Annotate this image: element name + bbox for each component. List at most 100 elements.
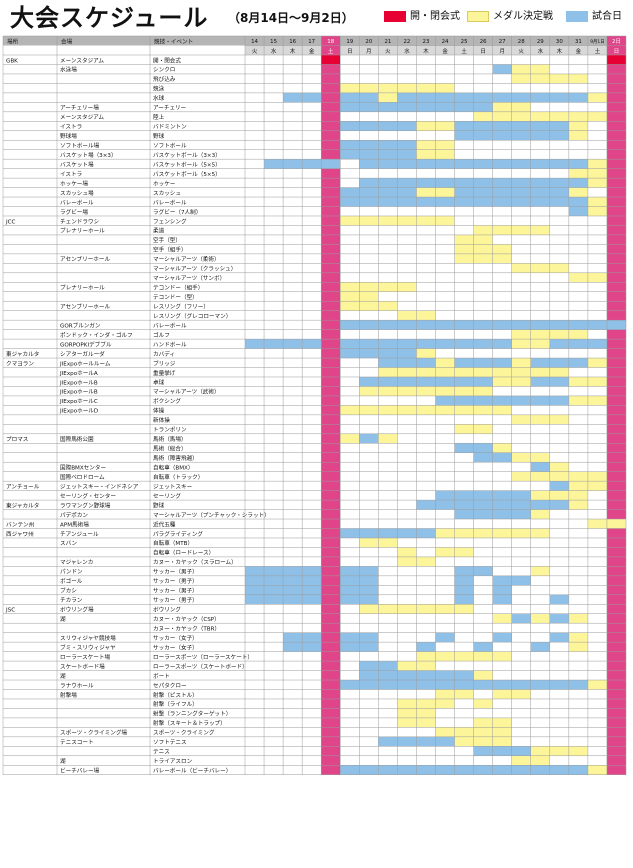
row-event-1: シンクロ	[153, 67, 175, 74]
schedule-cell-25-6	[359, 291, 379, 302]
schedule-cell-70-13	[492, 717, 512, 728]
schedule-cell-2-17	[568, 73, 588, 84]
row-event-29: ゴルフ	[153, 331, 170, 339]
schedule-cell-11-3	[302, 159, 322, 169]
row-event-40: 馬術（馬場）	[153, 435, 187, 443]
schedule-cell-13-15	[530, 178, 550, 188]
schedule-cell-68-10	[435, 698, 455, 709]
schedule-cell-37-7	[378, 405, 398, 415]
row-venue-53: マジャレンカ	[60, 559, 93, 566]
schedule-cell-27-8	[397, 310, 417, 321]
date-header-4: 18	[327, 39, 334, 45]
row-event-46: セーリング	[153, 492, 181, 500]
schedule-cell-62-15	[530, 642, 550, 652]
row-venue-28: GORブルンガン	[60, 321, 101, 329]
schedule-cell-52-8	[397, 547, 417, 557]
schedule-cell-43-16	[549, 462, 569, 472]
schedule-cell-35-9	[416, 386, 436, 396]
schedule-cell-7-6	[359, 121, 379, 131]
schedule-cell-44-17	[568, 471, 588, 482]
schedule-cell-44-18	[587, 471, 607, 482]
row-venue-66: ラナウホール	[60, 681, 94, 689]
schedule-cell-71-13	[492, 727, 512, 737]
schedule-cell-15-14	[511, 197, 531, 207]
row-venue-50: チアンジュール	[60, 531, 99, 538]
schedule-cell-29-16	[549, 329, 569, 340]
schedule-cell-31-9	[416, 348, 436, 359]
schedule-cell-40-5	[340, 433, 360, 444]
schedule-cell-66-10	[435, 680, 455, 690]
schedule-cell-57-11	[454, 594, 474, 605]
schedule-cell-14-8	[397, 187, 417, 198]
schedule-cell-53-8	[397, 556, 417, 567]
schedule-cell-7-13	[492, 121, 512, 131]
schedule-cell-68-9	[416, 698, 436, 709]
schedule-cell-62-3	[302, 642, 322, 652]
row-venue-47: ラワマングン野球場	[60, 501, 111, 509]
row-venue-74: 湖	[60, 757, 66, 765]
schedule-cell-7-16	[549, 121, 569, 131]
schedule-cell-45-17	[568, 481, 588, 491]
row-venue-5: アーチェリー場	[60, 104, 99, 112]
schedule-cell-11-6	[359, 159, 379, 169]
schedule-cell-28-10	[435, 320, 455, 330]
schedule-cell-54-15	[530, 566, 550, 576]
schedule-cell-2-15	[530, 73, 550, 84]
schedule-cell-44-16	[549, 471, 569, 482]
schedule-cell-50-7	[378, 528, 398, 538]
schedule-cell-73-15	[530, 746, 550, 756]
schedule-cell-55-3	[302, 575, 322, 586]
row-event-18: 柔道	[153, 227, 165, 235]
schedule-cell-13-9	[416, 178, 436, 188]
schedule-cell-18-12	[473, 225, 493, 235]
weekday-header-3: 金	[309, 47, 315, 55]
schedule-cell-58-10	[435, 604, 455, 614]
row-event-21: マーシャルアーツ（柔術）	[153, 255, 220, 263]
schedule-cell-11-7	[378, 159, 398, 169]
schedule-cell-34-6	[359, 376, 379, 387]
schedule-cell-13-8	[397, 178, 417, 188]
schedule-cell-28-12	[473, 320, 493, 330]
schedule-cell-61-16	[549, 632, 569, 643]
schedule-cell-3-6	[359, 83, 379, 93]
schedule-cell-20-12	[473, 244, 493, 254]
schedule-cell-2-14	[511, 73, 531, 84]
schedule-cell-31-6	[359, 348, 379, 359]
schedule-cell-62-12	[473, 642, 493, 652]
schedule-cell-4-16	[549, 92, 569, 103]
schedule-cell-65-11	[454, 670, 474, 681]
schedule-cell-70-12	[473, 717, 493, 728]
schedule-cell-28-11	[454, 320, 474, 330]
schedule-cell-18-15	[530, 225, 550, 235]
row-venue-40: 国際馬術公園	[60, 435, 94, 443]
schedule-cell-11-11	[454, 159, 474, 169]
row-venue-48: パデポカン	[60, 511, 88, 519]
row-area-0: GBK	[6, 58, 18, 64]
schedule-cell-30-5	[340, 339, 360, 349]
schedule-cell-6-16	[549, 111, 569, 122]
weekday-header-11: 土	[461, 47, 467, 55]
schedule-cell-69-9	[416, 708, 436, 718]
schedule-cell-34-10	[435, 376, 455, 387]
schedule-cell-14-15	[530, 187, 550, 198]
row-venue-1: 水泳場	[60, 66, 77, 74]
row-area-45: アンチョール	[6, 483, 40, 490]
weekday-header-18: 土	[595, 47, 601, 55]
schedule-cell-33-10	[435, 367, 455, 377]
row-area-50: 西ジャワ州	[6, 531, 34, 538]
schedule-cell-66-12	[473, 680, 493, 690]
schedule-cell-56-1	[264, 585, 284, 595]
schedule-cell-37-10	[435, 405, 455, 415]
schedule-cell-35-11	[454, 386, 474, 396]
schedule-cell-11-16	[549, 159, 569, 169]
schedule-cell-74-14	[511, 755, 531, 766]
row-venue-49: APM馬術場	[60, 520, 89, 528]
schedule-cell-55-6	[359, 575, 379, 586]
row-event-57: サッカー（男子）	[153, 597, 198, 604]
row-event-53: カヌー・カヤック（スラローム）	[153, 559, 237, 566]
schedule-cell-50-6	[359, 528, 379, 538]
row-venue-15: バレーボール	[60, 198, 94, 206]
schedule-cell-75-11	[454, 765, 474, 775]
row-event-5: アーチェリー	[153, 105, 187, 112]
schedule-cell-73-14	[511, 746, 531, 756]
